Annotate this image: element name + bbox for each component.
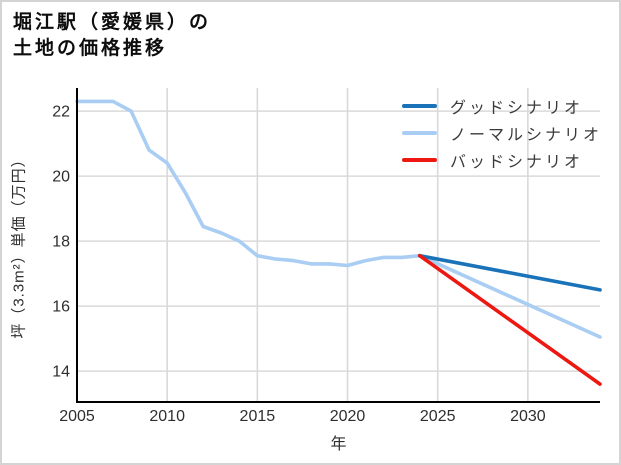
axis-tick-labels: 2005 2010 2015 2020 2025 2030 14 16 18 20 22: [52, 104, 546, 425]
legend-label: ノーマルシナリオ: [450, 126, 603, 144]
legend-item-bad-scenario: バッドシナリオ: [402, 146, 602, 173]
series-line-1: [75, 99, 602, 339]
x-axis-label: 年: [330, 436, 347, 453]
legend-label: バッドシナリオ: [450, 153, 584, 171]
series-line-2: [417, 253, 602, 386]
axis-spines: [76, 88, 600, 403]
y-tick-label: 22: [52, 104, 70, 121]
y-tick-label: 16: [52, 299, 70, 316]
bad-scenario-line-swatch: [402, 157, 437, 162]
page-title-line1: 堀江駅（愛媛県）の: [13, 12, 212, 33]
x-tick-label: 2030: [510, 408, 546, 425]
x-tick-label: 2015: [240, 408, 276, 425]
legend-item-good-scenario: グッドシナリオ: [402, 92, 602, 119]
y-tick-label: 20: [52, 169, 70, 186]
x-tick-label: 2025: [420, 408, 456, 425]
y-tick-label: 18: [52, 234, 70, 251]
good-scenario-line-swatch: [402, 103, 437, 108]
series-line-0: [417, 253, 602, 292]
chart-legend: グッドシナリオ ノーマルシナリオ バッドシナリオ: [402, 92, 602, 173]
normal-scenario-line-swatch: [402, 130, 437, 135]
y-axis-label: 坪（3.3m²）単価（万円）: [10, 151, 28, 339]
x-tick-label: 2005: [59, 408, 95, 425]
data-series-lines: [75, 99, 602, 386]
legend-item-normal-scenario: ノーマルシナリオ: [402, 119, 602, 146]
y-tick-label: 14: [52, 364, 70, 381]
page-title-line2: 土地の価格推移: [13, 38, 168, 59]
page-title: 堀江駅（愛媛県）の 土地の価格推移: [13, 10, 211, 62]
x-tick-label: 2010: [149, 408, 185, 425]
x-tick-label: 2020: [330, 408, 366, 425]
gridlines: [77, 88, 600, 402]
legend-label: グッドシナリオ: [450, 99, 584, 117]
